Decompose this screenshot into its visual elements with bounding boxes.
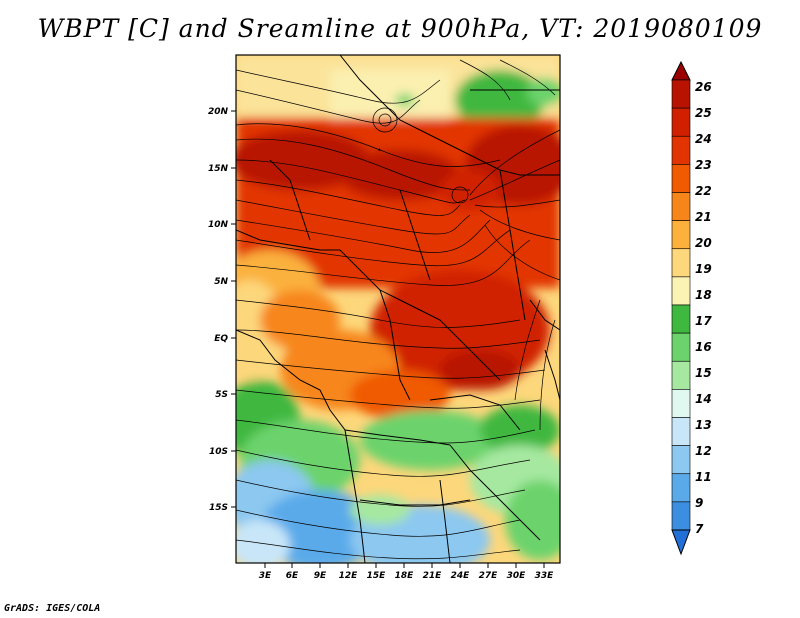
colorbar-swatch — [671, 135, 691, 165]
colorbar-swatch — [671, 304, 691, 334]
lon-label: 24E — [451, 571, 471, 581]
lat-label: 5N — [214, 277, 228, 287]
country-borders — [236, 55, 560, 563]
colorbar: 26 25 24 23 22 21 20 19 18 17 16 15 14 1… — [671, 60, 712, 556]
colorbar-label: 24 — [695, 132, 712, 146]
lat-label: 20N — [208, 107, 229, 117]
lon-label: 18E — [395, 571, 415, 581]
lon-label: 6E — [286, 571, 299, 581]
lon-axis: 3E 6E 9E 12E 15E 18E 21E 24E 27E 30E 33E — [259, 563, 554, 581]
colorbar-label: 25 — [695, 106, 712, 120]
colorbar-swatch — [671, 389, 691, 418]
colorbar-swatch — [671, 79, 691, 109]
streamlines — [236, 59, 560, 560]
colorbar-label: 15 — [695, 366, 712, 380]
map-frame — [235, 54, 561, 564]
colorbar-bottom-triangle — [671, 529, 691, 556]
lon-label: 21E — [423, 571, 443, 581]
colorbar-swatch — [671, 417, 691, 446]
colorbar-label: 13 — [695, 418, 712, 432]
colorbar-label: 19 — [695, 262, 712, 276]
footer-credit: GrADS: IGES/COLA — [4, 603, 101, 614]
colorbar-swatch — [671, 501, 691, 531]
lon-label: 30E — [507, 571, 527, 581]
colorbar-top-triangle — [671, 60, 691, 81]
colorbar-label: 17 — [695, 314, 712, 328]
colorbar-label: 23 — [695, 158, 712, 172]
colorbar-swatch — [671, 360, 691, 390]
colorbar-swatch — [671, 276, 691, 306]
lon-label: 33E — [535, 571, 555, 581]
lon-label: 12E — [339, 571, 359, 581]
colorbar-label: 22 — [695, 184, 712, 198]
colorbar-swatch — [671, 164, 691, 193]
map-title: WBPT [C] and Sreamline at 900hPa, VT: 20… — [37, 14, 763, 43]
lat-label: EQ — [214, 334, 228, 344]
colorbar-swatch — [671, 332, 691, 362]
colorbar-label: 20 — [695, 236, 712, 250]
colorbar-label: 11 — [695, 470, 712, 484]
colorbar-label: 21 — [695, 210, 712, 224]
lat-axis: 20N 15N 10N 5N EQ 5S 10S 15S — [208, 107, 236, 513]
lat-label: 15N — [208, 164, 229, 174]
colorbar-swatch — [671, 248, 691, 278]
colorbar-label: 16 — [695, 340, 712, 354]
colorbar-swatch — [671, 473, 691, 503]
colorbar-label: 14 — [695, 392, 712, 406]
lat-label: 10S — [209, 447, 228, 457]
lat-label: 10N — [208, 220, 229, 230]
lon-label: 15E — [367, 571, 387, 581]
lon-label: 3E — [259, 571, 272, 581]
lon-label: 9E — [314, 571, 327, 581]
lon-label: 27E — [479, 571, 499, 581]
colorbar-label: 7 — [695, 522, 704, 536]
colorbar-swatch — [671, 220, 691, 250]
colorbar-label: 26 — [695, 80, 712, 94]
colorbar-swatch — [671, 107, 691, 137]
colorbar-label: 18 — [695, 288, 712, 302]
colorbar-swatch — [671, 192, 691, 221]
colorbar-label: 12 — [695, 444, 712, 458]
colorbar-label: 9 — [695, 496, 703, 510]
colorbar-swatch — [671, 445, 691, 475]
lat-label: 5S — [215, 390, 228, 400]
lat-label: 15S — [209, 503, 228, 513]
wbpt-field — [236, 55, 560, 563]
